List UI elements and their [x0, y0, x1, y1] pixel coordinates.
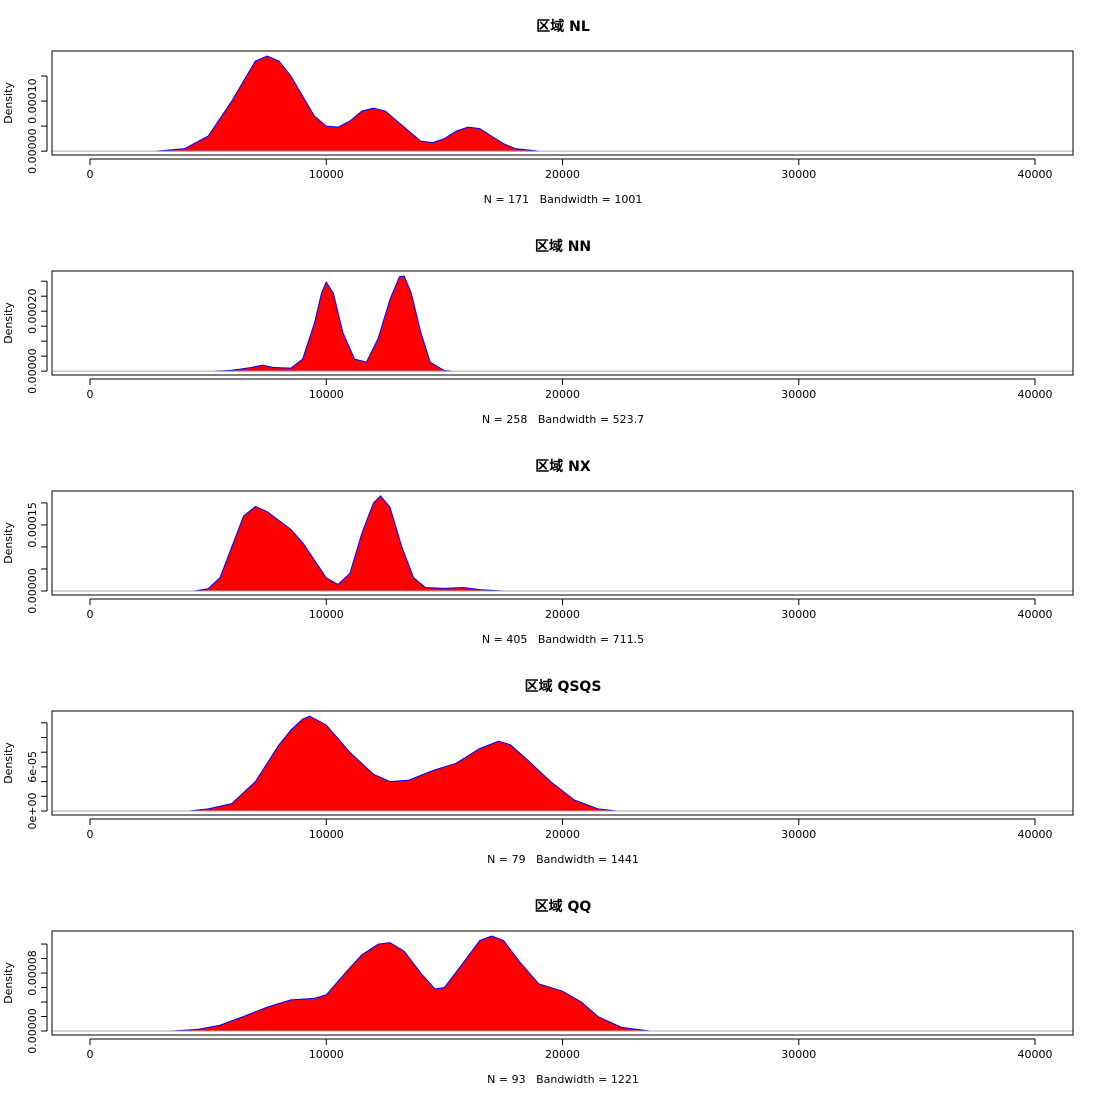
y-axis-label: Density [2, 302, 15, 344]
x-tick-label: 40000 [1018, 608, 1053, 621]
x-tick-label: 30000 [781, 608, 816, 621]
y-tick-label: 0.00010 [26, 78, 39, 124]
plot-box [51, 490, 1074, 596]
y-tick-label: 0.00008 [26, 950, 39, 996]
plot-box [51, 270, 1074, 376]
plot-box [51, 50, 1074, 156]
chart-title: 区域 NL [536, 18, 590, 35]
y-tick-label: 0.00000 [26, 1008, 39, 1054]
y-tick-label: 0.00015 [26, 502, 39, 548]
x-tick-label: 20000 [545, 168, 580, 181]
x-tick-label: 40000 [1018, 168, 1053, 181]
x-axis-label: N = 405 Bandwidth = 711.5 [482, 633, 644, 646]
y-axis-label: Density [2, 522, 15, 564]
y-axis-label: Density [2, 962, 15, 1004]
x-tick-label: 20000 [545, 828, 580, 841]
density-area [170, 935, 650, 1032]
x-axis-label: N = 79 Bandwidth = 1441 [487, 853, 639, 866]
chart-title: 区域 NX [535, 458, 591, 475]
density-area [156, 55, 539, 152]
x-tick-label: 0 [86, 1048, 93, 1061]
y-tick-label: 0.00020 [26, 288, 39, 334]
y-axis-label: Density [2, 742, 15, 784]
x-tick-label: 40000 [1018, 388, 1053, 401]
x-tick-label: 10000 [309, 1048, 344, 1061]
density-area [215, 275, 452, 372]
chart-title: 区域 QSQS [525, 678, 602, 695]
x-tick-label: 0 [86, 608, 93, 621]
x-tick-label: 30000 [781, 828, 816, 841]
chart-title: 区域 NN [535, 238, 591, 255]
x-axis-label: N = 171 Bandwidth = 1001 [484, 193, 643, 206]
x-tick-label: 10000 [309, 608, 344, 621]
plot-box [51, 930, 1074, 1036]
plot-box [51, 710, 1074, 816]
x-axis-label: N = 93 Bandwidth = 1221 [487, 1073, 639, 1086]
x-tick-label: 10000 [309, 828, 344, 841]
chart-title: 区域 QQ [535, 898, 592, 915]
x-tick-label: 30000 [781, 168, 816, 181]
x-tick-label: 20000 [545, 388, 580, 401]
x-tick-label: 40000 [1018, 828, 1053, 841]
density-area [189, 715, 617, 812]
y-tick-label: 0.00000 [26, 348, 39, 394]
x-axis-label: N = 258 Bandwidth = 523.7 [482, 413, 644, 426]
x-tick-label: 20000 [545, 1048, 580, 1061]
x-tick-label: 20000 [545, 608, 580, 621]
x-tick-label: 0 [86, 828, 93, 841]
y-tick-label: 6e-05 [26, 751, 39, 783]
y-tick-label: 0e+00 [26, 793, 39, 830]
x-tick-label: 10000 [309, 168, 344, 181]
x-tick-label: 30000 [781, 388, 816, 401]
y-axis-label: Density [2, 82, 15, 124]
y-tick-label: 0.00000 [26, 568, 39, 614]
x-tick-label: 30000 [781, 1048, 816, 1061]
y-tick-label: 0.00000 [26, 128, 39, 174]
density-area [193, 495, 504, 592]
x-tick-label: 0 [86, 168, 93, 181]
x-tick-label: 0 [86, 388, 93, 401]
x-tick-label: 10000 [309, 388, 344, 401]
x-tick-label: 40000 [1018, 1048, 1053, 1061]
